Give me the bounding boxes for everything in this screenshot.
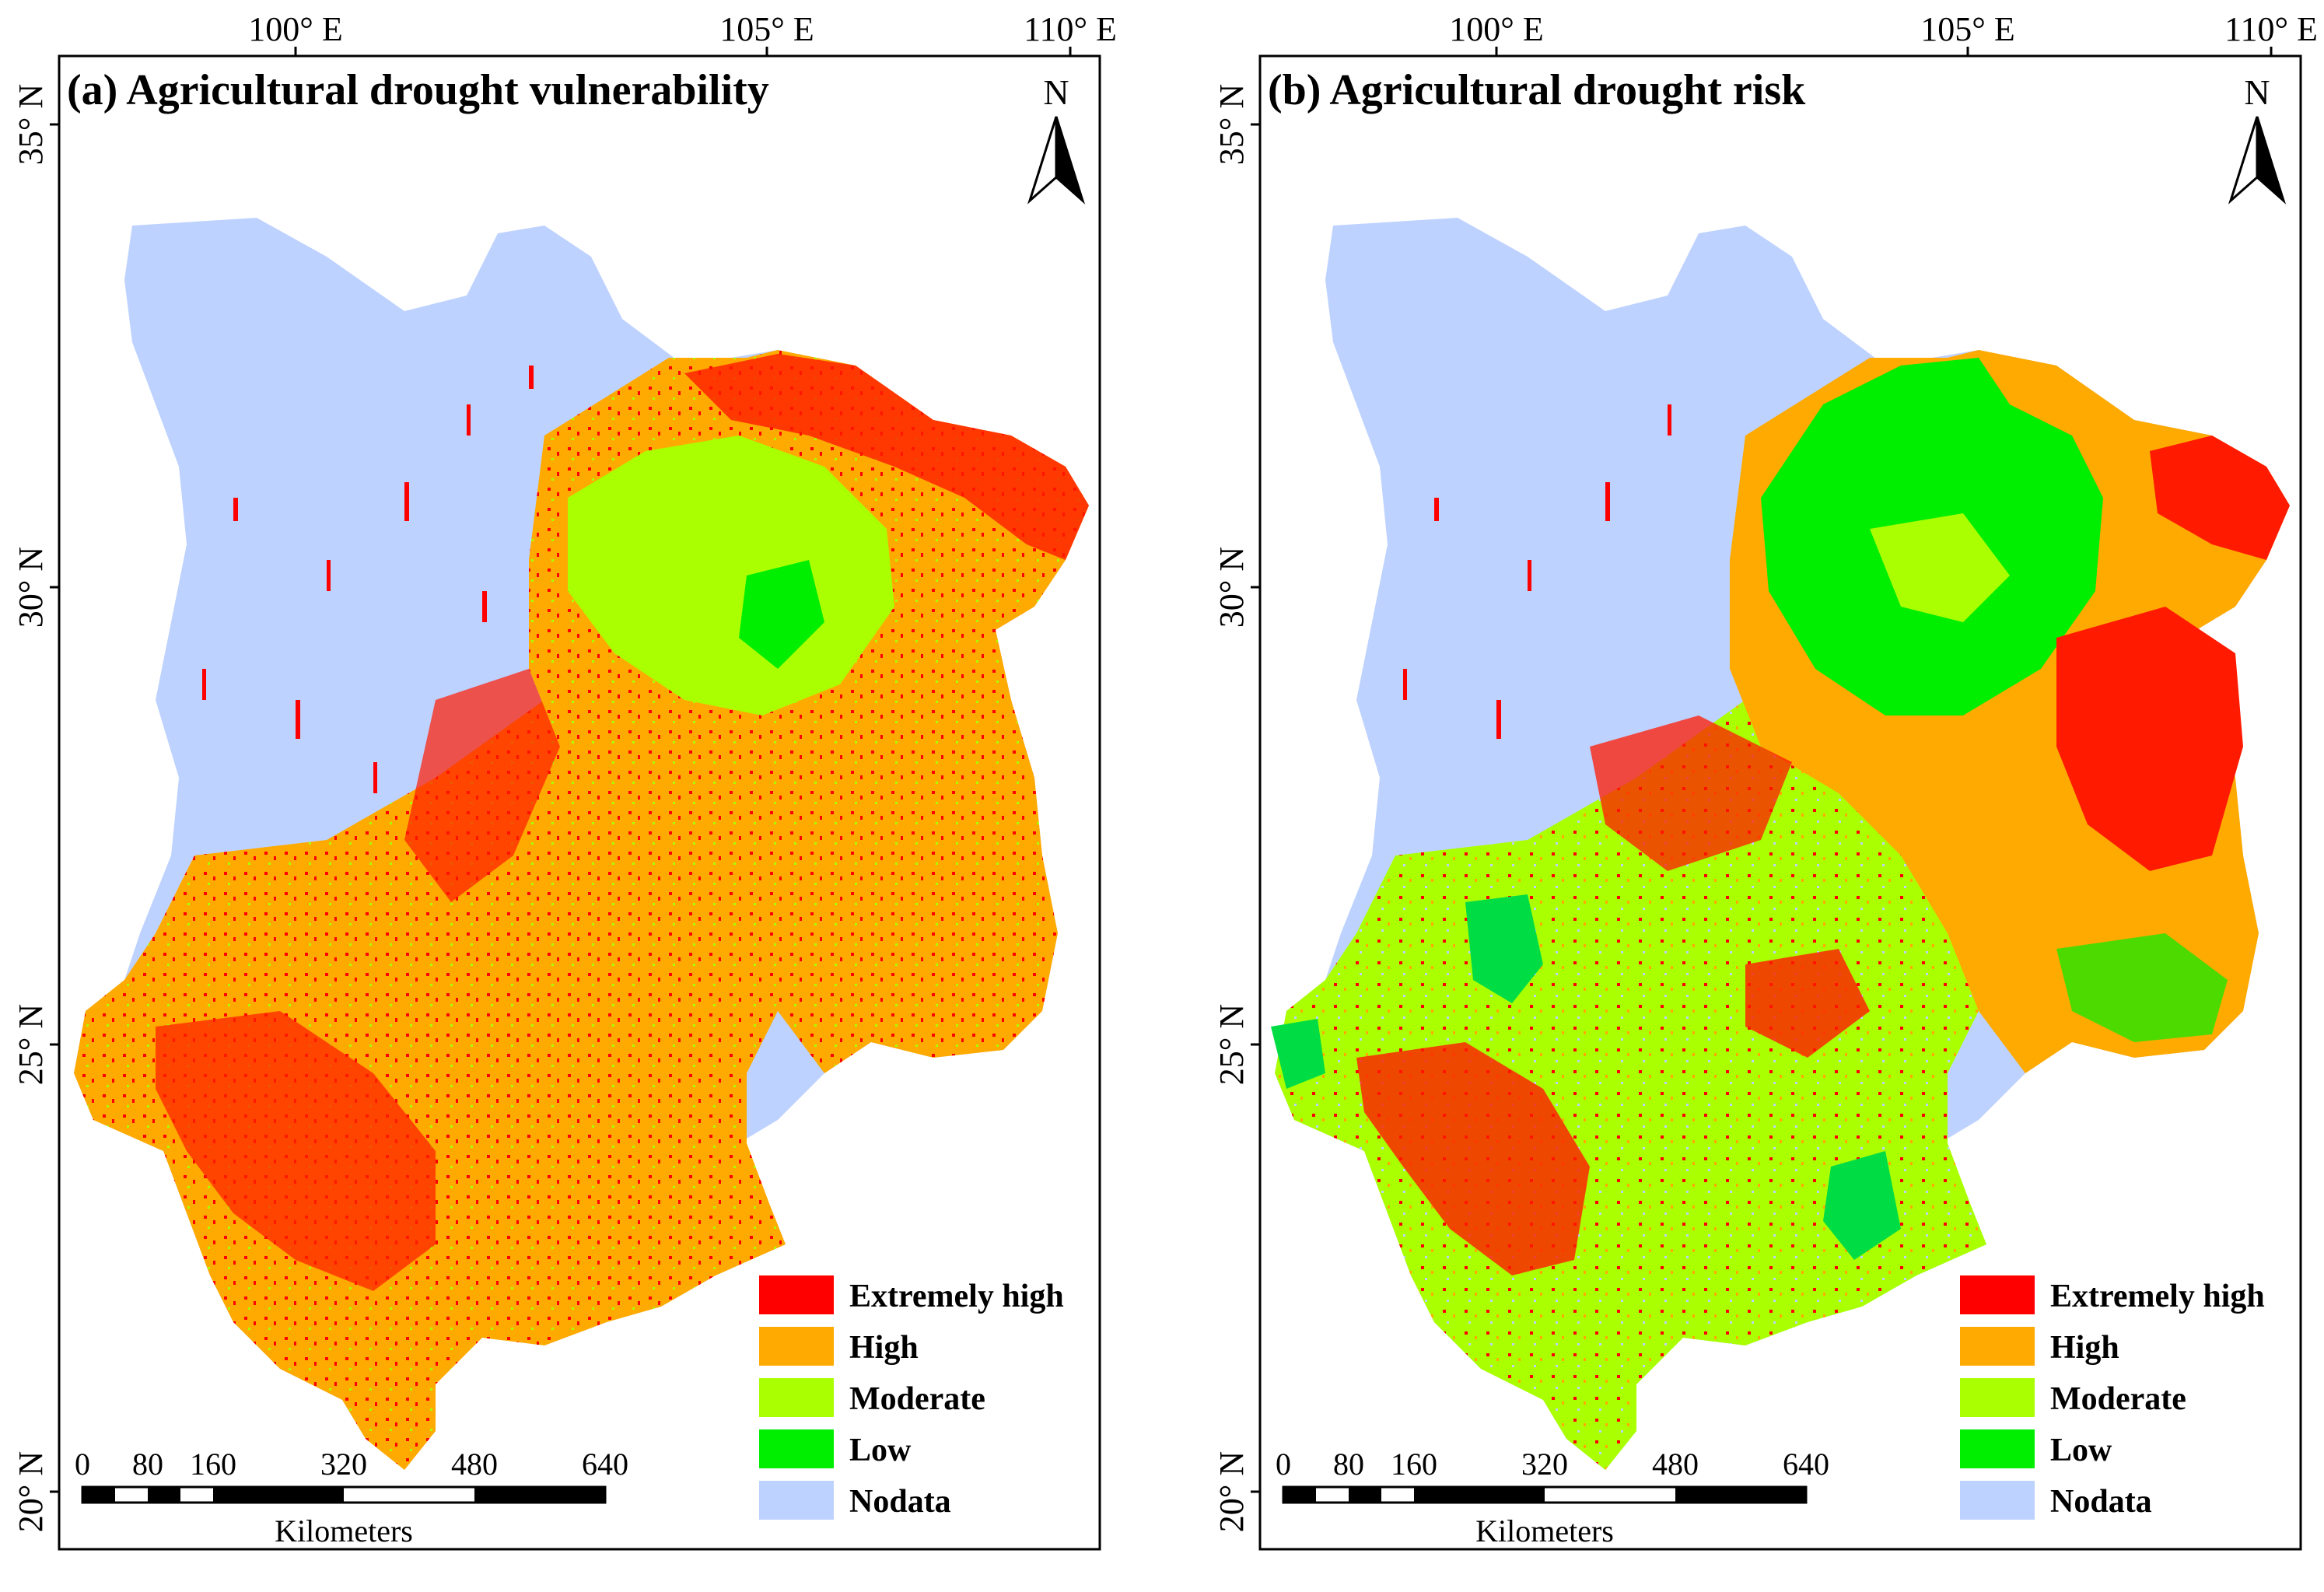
low-zone-basin	[739, 560, 824, 669]
legend-label-low: Low	[2050, 1433, 2112, 1468]
legend-label-extremely-high: Extremely high	[849, 1279, 1064, 1314]
plateau-speckles	[202, 366, 534, 793]
legend-swatch-low	[1960, 1429, 2035, 1468]
legend-swatch-nodata	[759, 1481, 834, 1520]
latitude-ticks: 35° N 30° N 25° N 20° N	[1213, 84, 1260, 1532]
low-zone-sw1	[1271, 1019, 1325, 1089]
lat-tick-30: 30° N	[12, 547, 50, 628]
lat-tick-35: 35° N	[1213, 84, 1251, 165]
legend-label-moderate: Moderate	[849, 1381, 985, 1417]
region-map	[1271, 218, 2290, 1470]
moderate-zone-basin	[568, 436, 894, 716]
north-arrow-icon: N	[2228, 72, 2287, 205]
scale-tick-160: 160	[1391, 1447, 1437, 1482]
legend-swatch-moderate	[1960, 1378, 2035, 1417]
scale-bar: 0 80 160 320 480 640 Kilometers	[1276, 1447, 1829, 1548]
legend-swatch-extremely-high	[1960, 1275, 2035, 1314]
north-label: N	[2244, 72, 2270, 112]
extremely-high-zone-ne	[684, 354, 1089, 560]
low-zone-se	[2056, 933, 2228, 1042]
scale-tick-480: 480	[451, 1447, 498, 1482]
scale-tick-0: 0	[75, 1447, 90, 1482]
extremely-high-zone-sc	[1745, 949, 1870, 1058]
lat-tick-35: 35° N	[12, 84, 50, 165]
scale-bar: 0 80 160 320 480 640 Kilometers	[75, 1447, 628, 1548]
legend-label-nodata: Nodata	[849, 1484, 951, 1520]
legend: Extremely high High Moderate Low Nodata	[759, 1275, 1064, 1520]
extremely-high-zone-central	[1590, 716, 1792, 871]
extremely-high-zone-e	[2056, 607, 2243, 871]
legend-label-extremely-high: Extremely high	[2050, 1279, 2265, 1314]
panel-title: (b) Agricultural drought risk	[1268, 66, 1806, 114]
lat-tick-20: 20° N	[12, 1451, 50, 1532]
map-svg: 100° E 105° E 110° E 35° N 30° N 25° N 2…	[12, 10, 1117, 1551]
scale-tick-640: 640	[582, 1447, 628, 1482]
scale-unit: Kilometers	[275, 1513, 413, 1548]
lon-tick-110: 110° E	[2224, 10, 2318, 48]
lat-tick-20: 20° N	[1213, 1451, 1251, 1532]
lon-tick-105: 105° E	[719, 10, 814, 48]
legend-swatch-high	[1960, 1327, 2035, 1366]
latitude-ticks: 35° N 30° N 25° N 20° N	[12, 84, 59, 1532]
longitude-ticks: 100° E 105° E 110° E	[248, 10, 1117, 56]
legend: Extremely high High Moderate Low Nodata	[1960, 1275, 2265, 1520]
scale-tick-320: 320	[1521, 1447, 1568, 1482]
legend-label-low: Low	[849, 1433, 912, 1468]
lat-tick-30: 30° N	[1213, 547, 1251, 628]
scale-unit: Kilometers	[1475, 1513, 1614, 1548]
longitude-ticks: 100° E 105° E 110° E	[1449, 10, 2318, 56]
extremely-high-zone-sw	[1356, 1042, 1590, 1275]
low-zone-sc1	[1465, 894, 1543, 1003]
scale-tick-80: 80	[132, 1447, 163, 1482]
lon-tick-110: 110° E	[1024, 10, 1117, 48]
legend-label-nodata: Nodata	[2050, 1484, 2152, 1520]
speckle-zone-south	[1275, 669, 2018, 1470]
legend-swatch-low	[759, 1429, 834, 1468]
speckle-zone-south	[74, 669, 817, 1470]
lat-tick-25: 25° N	[1213, 1004, 1251, 1085]
extremely-high-zone-ne	[2150, 436, 2290, 560]
scale-tick-0: 0	[1276, 1447, 1291, 1482]
legend-label-high: High	[2050, 1330, 2119, 1366]
moderate-zone-basin	[1870, 513, 2010, 622]
legend-swatch-moderate	[759, 1378, 834, 1417]
scale-tick-80: 80	[1333, 1447, 1364, 1482]
extremely-high-zone-sw	[156, 1011, 436, 1291]
scale-tick-480: 480	[1652, 1447, 1699, 1482]
lon-tick-100: 100° E	[248, 10, 342, 48]
north-arrow-icon: N	[1027, 72, 1086, 205]
legend-label-moderate: Moderate	[2050, 1381, 2186, 1417]
north-label: N	[1043, 72, 1069, 112]
plateau-speckles	[1403, 404, 1671, 739]
lon-tick-100: 100° E	[1449, 10, 1543, 48]
lat-tick-25: 25° N	[12, 1004, 50, 1085]
scale-tick-320: 320	[320, 1447, 367, 1482]
extremely-high-zone-central	[404, 669, 560, 902]
legend-label-high: High	[849, 1330, 919, 1366]
region-map	[74, 218, 1089, 1470]
map-svg: 100° E 105° E 110° E 35° N 30° N 25° N 2…	[1213, 10, 2318, 1551]
legend-swatch-extremely-high	[759, 1275, 834, 1314]
lon-tick-105: 105° E	[1920, 10, 2014, 48]
low-zone-south1	[1823, 1151, 1901, 1260]
legend-swatch-high	[759, 1327, 834, 1366]
panel-title: (a) Agricultural drought vulnerability	[67, 66, 769, 114]
scale-tick-640: 640	[1783, 1447, 1829, 1482]
map-panel-risk: 100° E 105° E 110° E 35° N 30° N 25° N 2…	[1201, 0, 2324, 1592]
map-panel-vulnerability: 100° E 105° E 110° E 35° N 30° N 25° N 2…	[0, 0, 1123, 1592]
legend-swatch-nodata	[1960, 1481, 2035, 1520]
scale-tick-160: 160	[190, 1447, 236, 1482]
